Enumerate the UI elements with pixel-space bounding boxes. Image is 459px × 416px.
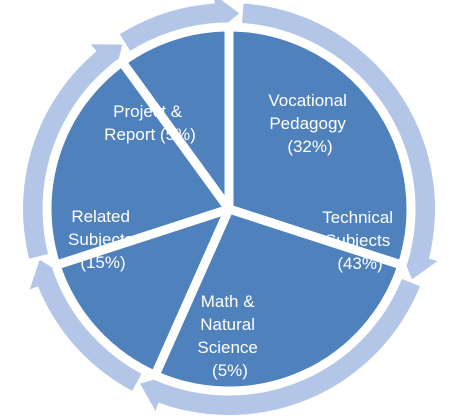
- cycle-arrow-math-natural-science: [29, 259, 142, 391]
- segment-label-technical-subjects: Technical Subjects (43%): [322, 208, 398, 273]
- segment-related-subjects: [42, 57, 234, 270]
- cycle-arrow-project-report: [119, 0, 240, 52]
- segment-label-math-natural-science: Math & Natural Science (5%): [197, 292, 262, 380]
- cycle-arrow-ring: [22, 0, 438, 416]
- segment-math-natural-science: [51, 204, 234, 380]
- cycle-arrow-technical-subjects: [140, 278, 420, 416]
- cycle-arrow-vocational-pedagogy: [242, 3, 438, 280]
- segment-technical-subjects: [150, 204, 407, 396]
- segment-vocational-pedagogy: [224, 22, 416, 270]
- segment-label-vocational-pedagogy: Vocational Pedagogy (32%): [268, 91, 351, 156]
- segment-label-project-report: Project & Report (5%): [104, 102, 196, 144]
- segment-project-report: [117, 22, 234, 214]
- segment-group: [42, 22, 416, 396]
- segment-label-related-subjects: Related Subjects (15%): [68, 207, 138, 272]
